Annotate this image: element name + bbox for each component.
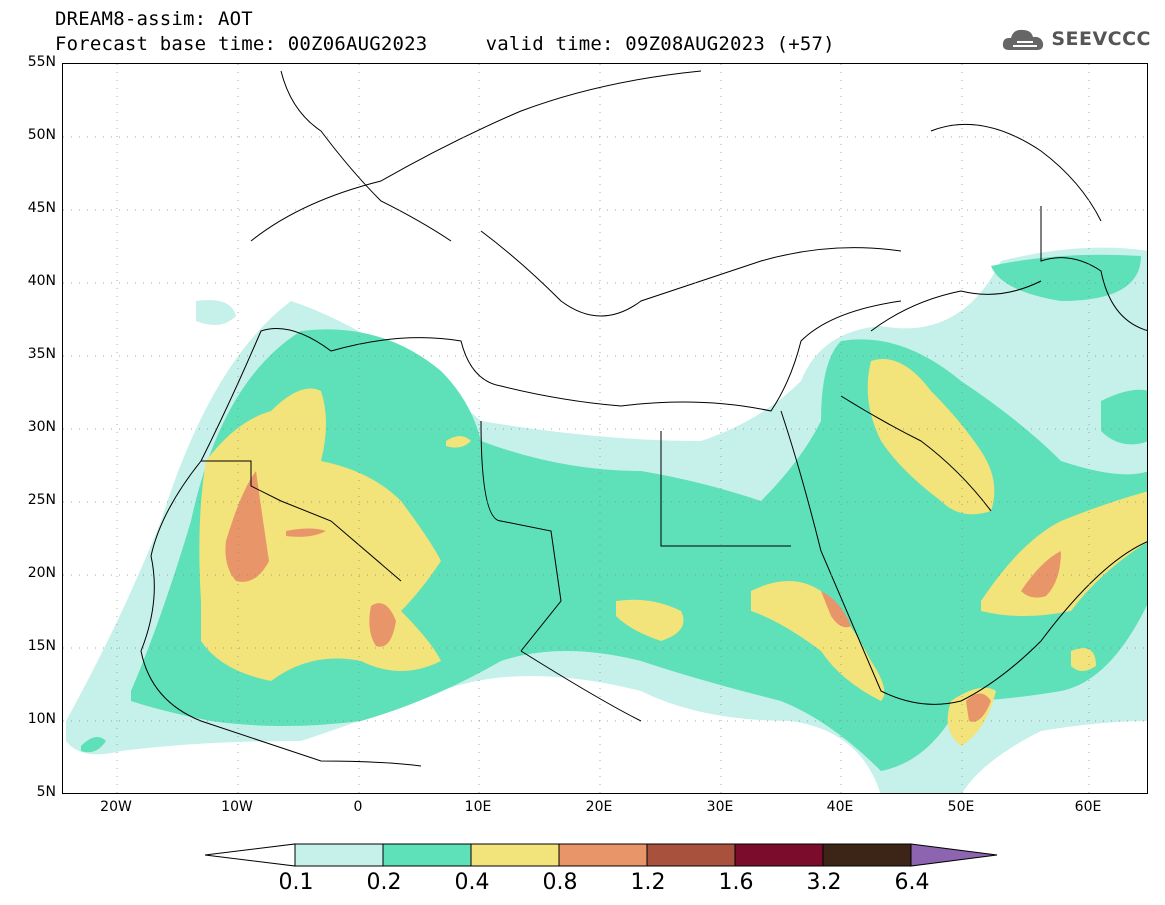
colorbar-label: 0.2 [366, 870, 402, 895]
lon-label: 20W [100, 799, 132, 815]
colorbar-label: 0.1 [278, 870, 314, 895]
lat-label: 5N [36, 784, 56, 800]
lat-label: 40N [27, 273, 56, 289]
colorbar-bin [558, 843, 648, 867]
colorbar-high-arrow [910, 843, 998, 867]
lat-label: 45N [27, 200, 56, 216]
colorbar-low-arrow [205, 843, 296, 867]
seevccc-logo: SEEVCCC [1001, 24, 1151, 54]
colorbar-label: 6.4 [894, 870, 930, 895]
coastlines [140, 70, 1147, 767]
cloud-icon [1003, 29, 1044, 50]
lat-label: 55N [27, 54, 56, 70]
lat-label: 30N [27, 419, 56, 435]
lat-label: 15N [27, 638, 56, 654]
lat-label: 35N [27, 346, 56, 362]
lon-label: 10E [464, 799, 492, 815]
colorbar-label: 1.6 [718, 870, 754, 895]
lat-label: 20N [27, 565, 56, 581]
aot-map [62, 63, 1148, 794]
colorbar-bin [734, 843, 824, 867]
colorbar-label: 0.8 [542, 870, 578, 895]
map-canvas [63, 64, 1147, 793]
lon-label: 30E [706, 799, 734, 815]
colorbar-bin [382, 843, 472, 867]
lon-label: 60E [1074, 799, 1102, 815]
colorbar-bin [646, 843, 736, 867]
aot-level-0.8 [225, 471, 1061, 722]
colorbar-bin [822, 843, 912, 867]
colorbar-label: 0.4 [454, 870, 490, 895]
colorbar-label: 3.2 [806, 870, 842, 895]
lon-label: 0 [353, 799, 363, 815]
lat-label: 50N [27, 127, 56, 143]
colorbar-label: 1.2 [630, 870, 666, 895]
logo-text: SEEVCCC [1051, 28, 1151, 50]
lon-label: 20E [585, 799, 613, 815]
colorbar-bin [294, 843, 384, 867]
lon-label: 10W [221, 799, 253, 815]
colorbar-bin [470, 843, 560, 867]
map-title: DREAM8-assim: AOT [55, 8, 253, 30]
lat-label: 25N [27, 492, 56, 508]
colorbar [205, 843, 998, 867]
lon-label: 40E [826, 799, 854, 815]
lat-label: 10N [27, 711, 56, 727]
forecast-times: Forecast base time: 00Z06AUG2023 valid t… [55, 33, 835, 55]
lon-label: 50E [947, 799, 975, 815]
graticule [63, 64, 1147, 793]
